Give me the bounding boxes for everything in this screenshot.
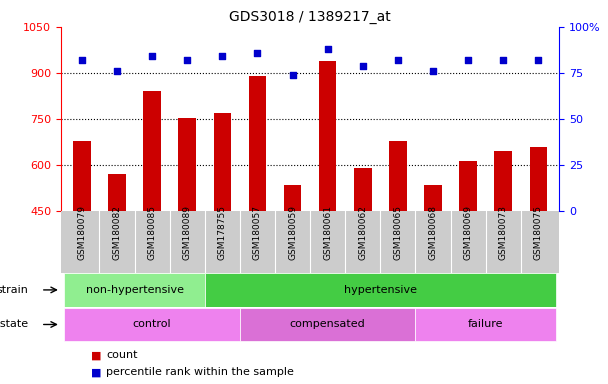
Text: non-hypertensive: non-hypertensive xyxy=(86,285,184,295)
Bar xyxy=(64,308,240,341)
Bar xyxy=(284,185,302,349)
Bar xyxy=(73,141,91,349)
Bar xyxy=(143,91,161,349)
Bar xyxy=(108,174,126,349)
Point xyxy=(463,57,473,63)
Point xyxy=(393,57,402,63)
Point xyxy=(182,57,192,63)
Point xyxy=(288,72,297,78)
Point xyxy=(147,53,157,60)
Bar xyxy=(178,118,196,349)
Bar xyxy=(530,147,547,349)
Point xyxy=(77,57,87,63)
Text: count: count xyxy=(106,350,138,360)
Bar xyxy=(459,161,477,349)
Bar xyxy=(205,273,556,306)
Text: disease state: disease state xyxy=(0,319,29,329)
Bar xyxy=(64,273,205,306)
Bar xyxy=(354,168,371,349)
Bar xyxy=(415,308,556,341)
Text: ■: ■ xyxy=(91,350,102,360)
Text: control: control xyxy=(133,319,171,329)
Title: GDS3018 / 1389217_at: GDS3018 / 1389217_at xyxy=(229,10,391,25)
Point xyxy=(358,63,368,69)
Bar xyxy=(319,61,336,349)
Text: compensated: compensated xyxy=(290,319,365,329)
Bar xyxy=(494,151,512,349)
Text: strain: strain xyxy=(0,285,29,295)
Text: hypertensive: hypertensive xyxy=(344,285,417,295)
Text: ■: ■ xyxy=(91,367,102,377)
Bar xyxy=(249,76,266,349)
Point xyxy=(499,57,508,63)
Bar xyxy=(424,185,442,349)
Point xyxy=(112,68,122,74)
Point xyxy=(218,53,227,60)
Point xyxy=(252,50,262,56)
Text: failure: failure xyxy=(468,319,503,329)
Text: percentile rank within the sample: percentile rank within the sample xyxy=(106,367,294,377)
Point xyxy=(323,46,333,52)
Bar xyxy=(389,141,407,349)
Bar xyxy=(240,308,415,341)
Bar xyxy=(213,113,231,349)
Point xyxy=(533,57,543,63)
Point xyxy=(428,68,438,74)
